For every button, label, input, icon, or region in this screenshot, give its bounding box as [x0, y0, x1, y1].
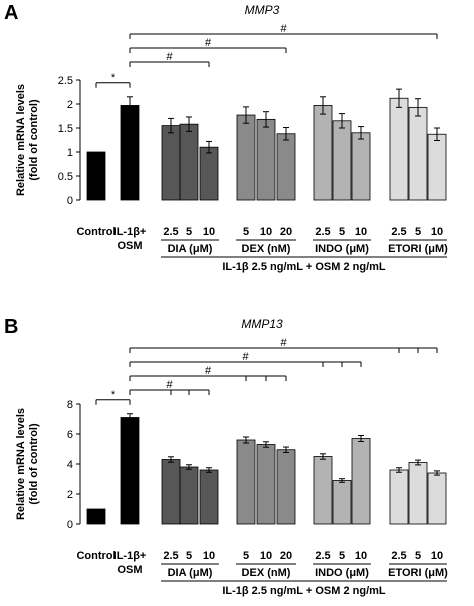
concentration-label: 2.5	[163, 226, 178, 238]
significance-label: #	[242, 351, 249, 363]
y-tick-label: 8	[67, 399, 73, 411]
bar	[427, 133, 447, 201]
concentration-label: 5	[186, 550, 192, 562]
treatment-footer-label: IL-1β 2.5 ng/mL + OSM 2 ng/mL	[222, 261, 386, 273]
bar	[332, 120, 352, 201]
y-axis-label: Relative mRNA levels	[15, 84, 27, 196]
bar	[236, 114, 256, 201]
bar	[276, 449, 296, 525]
bar	[313, 105, 333, 201]
category-label: OSM	[117, 564, 142, 576]
y-tick-label: 0.5	[58, 171, 73, 183]
significance-label: #	[205, 365, 212, 377]
concentration-label: 2.5	[163, 550, 178, 562]
group-label: DIA (μM)	[168, 567, 213, 579]
concentration-label: 10	[203, 550, 215, 562]
y-axis-label: (fold of control)	[28, 423, 40, 505]
significance-label: *	[111, 389, 116, 401]
category-label: Control	[76, 226, 115, 238]
bar	[199, 146, 219, 201]
y-axis-label: (fold of control)	[28, 99, 40, 181]
y-tick-label: 0	[67, 195, 73, 207]
bar	[408, 106, 428, 201]
concentration-label: 20	[280, 550, 292, 562]
significance-label: #	[280, 337, 287, 349]
bar	[256, 444, 276, 525]
panel-b: B MMP13 0 2 4 6 8 Relative mRNA levels (fold of …	[4, 316, 448, 597]
y-axis-label: Relative mRNA levels	[15, 408, 27, 520]
concentration-label: 2.5	[391, 226, 406, 238]
panel-letter: A	[4, 2, 18, 24]
treatment-footer-label: IL-1β 2.5 ng/mL + OSM 2 ng/mL	[222, 585, 386, 597]
bar	[161, 459, 181, 525]
concentration-label: 5	[415, 550, 421, 562]
bar	[86, 151, 106, 201]
concentration-label: 20	[280, 226, 292, 238]
concentration-label: 10	[203, 226, 215, 238]
bar	[427, 472, 447, 525]
group-label: ETORI (μM)	[388, 243, 448, 255]
category-label: Control	[76, 550, 115, 562]
category-label: IL-1β+	[114, 550, 147, 562]
concentration-label: 10	[431, 226, 443, 238]
bar	[120, 105, 140, 201]
concentration-label: 10	[431, 550, 443, 562]
bar	[120, 417, 140, 525]
concentration-label: 5	[243, 550, 249, 562]
bar	[276, 133, 296, 201]
y-tick-label: 6	[67, 429, 73, 441]
concentration-label: 2.5	[315, 226, 330, 238]
significance-label: *	[111, 72, 116, 84]
group-label: DEX (nM)	[242, 243, 291, 255]
bar	[256, 118, 276, 201]
bar	[389, 469, 409, 525]
group-label: ETORI (μM)	[388, 567, 448, 579]
y-tick-label: 1.5	[58, 123, 73, 135]
significance-label: #	[166, 379, 173, 391]
concentration-label: 5	[339, 226, 345, 238]
bar	[351, 438, 371, 525]
bar	[351, 132, 371, 201]
bar	[313, 456, 333, 525]
concentration-label: 5	[339, 550, 345, 562]
y-tick-label: 0	[67, 519, 73, 531]
y-tick-label: 4	[67, 459, 73, 471]
concentration-label: 10	[260, 226, 272, 238]
panel-a: A MMP3 0 0.5 1 1.5 2 2.5 Relative mRNA levels (fo…	[4, 2, 448, 273]
group-label: DEX (nM)	[242, 567, 291, 579]
group-label: INDO (μM)	[315, 567, 369, 579]
y-tick-label: 2	[67, 489, 73, 501]
concentration-label: 5	[243, 226, 249, 238]
significance-label: #	[166, 51, 173, 63]
bar	[389, 97, 409, 201]
concentration-label: 10	[355, 226, 367, 238]
category-label: IL-1β+	[114, 226, 147, 238]
bar	[199, 469, 219, 525]
bar	[332, 480, 352, 525]
significance-label: #	[205, 37, 212, 49]
concentration-label: 10	[355, 550, 367, 562]
panel-letter: B	[4, 316, 18, 338]
bar	[179, 123, 199, 201]
significance-label: #	[280, 23, 287, 35]
y-tick-label: 2	[67, 99, 73, 111]
gene-title: MMP13	[241, 317, 283, 331]
y-tick-label: 1	[67, 147, 73, 159]
group-label: INDO (μM)	[315, 243, 369, 255]
concentration-label: 2.5	[315, 550, 330, 562]
bar	[408, 462, 428, 525]
gene-title: MMP3	[245, 3, 280, 17]
bar	[161, 125, 181, 201]
concentration-label: 10	[260, 550, 272, 562]
bar	[179, 466, 199, 525]
bar	[86, 508, 106, 525]
category-label: OSM	[117, 240, 142, 252]
concentration-label: 5	[186, 226, 192, 238]
concentration-label: 2.5	[391, 550, 406, 562]
group-label: DIA (μM)	[168, 243, 213, 255]
y-tick-label: 2.5	[58, 75, 73, 87]
bar	[236, 439, 256, 525]
concentration-label: 5	[415, 226, 421, 238]
